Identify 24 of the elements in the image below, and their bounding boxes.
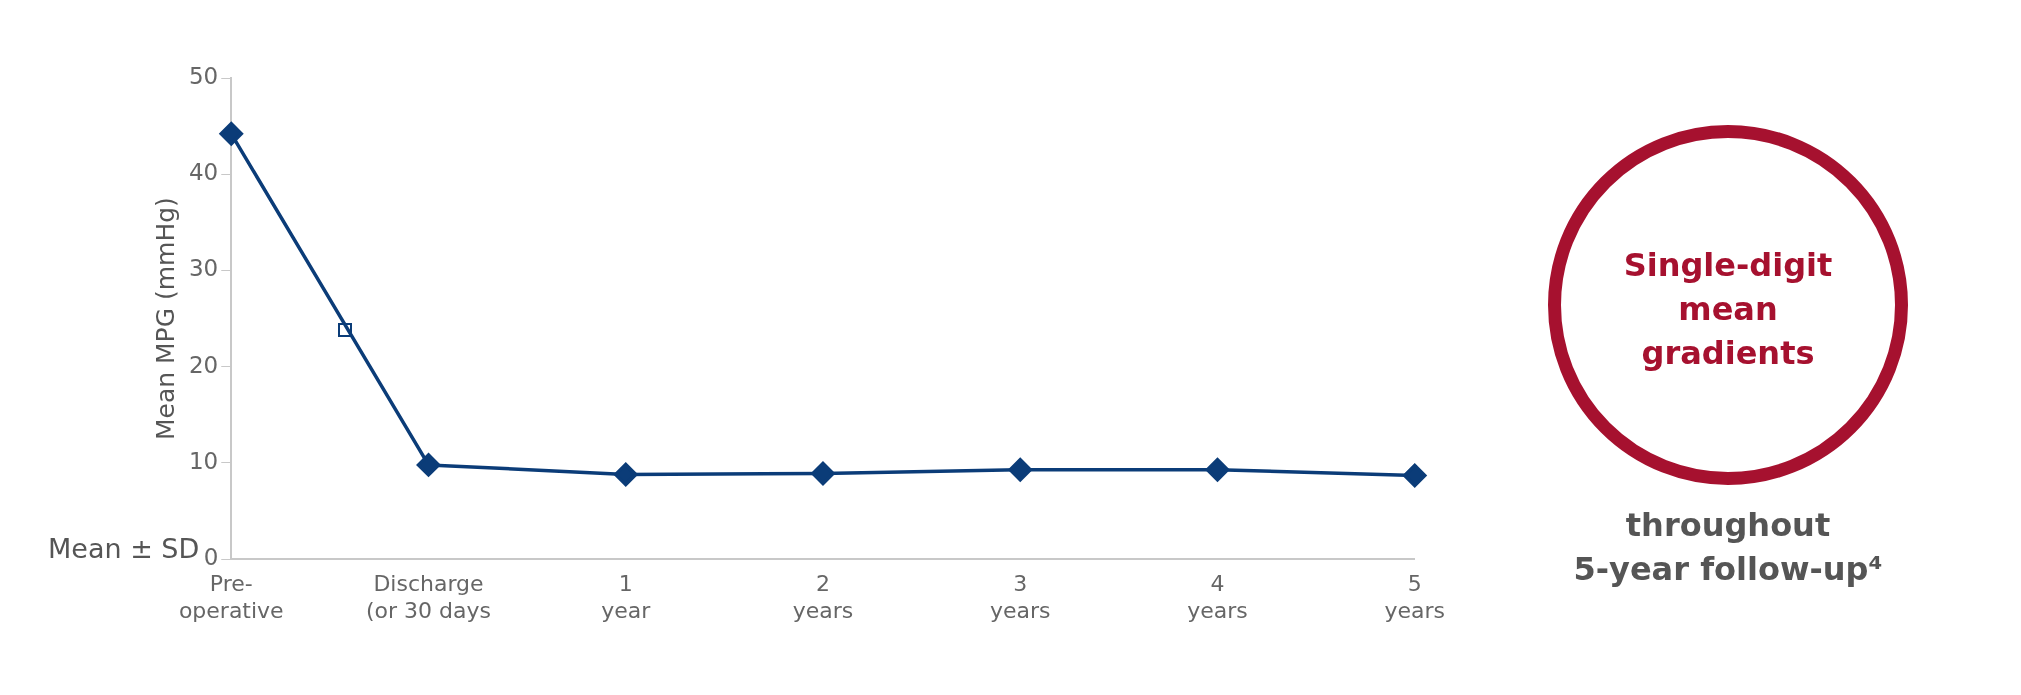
y-tick-label: 50 — [188, 62, 219, 89]
y-tick-label: 10 — [188, 447, 219, 474]
y-tick-label: 20 — [188, 351, 219, 378]
point — [811, 461, 835, 486]
point — [614, 462, 638, 487]
x-tick-label: Pre- operative — [178, 571, 284, 623]
y-axis-title: Mean MPG (mmHg) — [150, 197, 180, 441]
x-tick-label: 5 years — [1384, 571, 1445, 623]
y-tick-label: 0 — [203, 544, 219, 571]
text: Mean ± SD — [48, 533, 200, 564]
x-tick-label: Discharge (or 30 days — [366, 571, 492, 623]
x-tick-label: 3 years — [989, 571, 1051, 623]
x-tick-label: 1 year — [601, 571, 652, 623]
text: Single-digit mean gradients — [1622, 245, 1834, 374]
point — [416, 453, 441, 477]
point — [219, 122, 244, 146]
point — [1008, 457, 1032, 482]
point — [1205, 457, 1230, 482]
x-tick-label: 2 years — [792, 571, 854, 623]
y-tick-label: 30 — [188, 255, 219, 282]
y-tick-label: 40 — [188, 159, 219, 186]
point — [1402, 463, 1427, 488]
x-tick-label: 4 years — [1187, 571, 1248, 623]
text: throughout 5-year follow-up⁴ — [1572, 505, 1884, 590]
